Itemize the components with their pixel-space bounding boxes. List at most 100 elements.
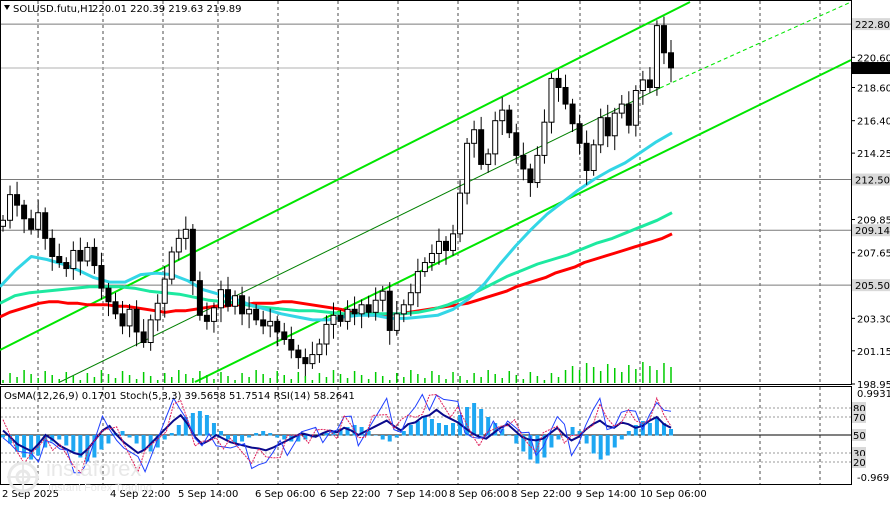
current-price-label: 219.89 — [855, 64, 890, 75]
ma-line-0 — [0, 232, 673, 319]
osma-bar-79 — [556, 435, 561, 440]
osma-bar-25 — [176, 425, 181, 436]
candle-body-84 — [590, 144, 597, 171]
brand-name: instaforex — [46, 456, 142, 481]
candle-body-73 — [513, 132, 520, 156]
osma-bar-30 — [211, 423, 216, 436]
osma-bar-63 — [443, 425, 448, 436]
level-label-0: 222.80 — [855, 20, 890, 31]
candle-body-21 — [147, 319, 154, 344]
candle-body-56 — [393, 313, 400, 331]
osma-bar-70 — [493, 423, 498, 436]
osma-bar-66 — [465, 407, 470, 436]
x-tick-label-3: 6 Sep 06:00 — [255, 489, 315, 500]
osma-bar-75 — [528, 435, 533, 460]
osma-bar-36 — [254, 433, 259, 436]
osma-bar-34 — [240, 435, 245, 442]
brand-tagline: Instant Forex Trading — [48, 482, 152, 494]
candle-body-20 — [140, 331, 147, 344]
osma-bar-37 — [261, 431, 266, 436]
candle-body-42 — [295, 349, 302, 359]
osma-bar-35 — [247, 435, 252, 438]
candle-body-43 — [302, 357, 309, 365]
osma-bar-28 — [197, 411, 202, 436]
price-tick-label-11: 201.15 — [857, 347, 890, 358]
candle-body-0 — [0, 219, 6, 227]
candle-body-74 — [520, 154, 527, 170]
candle-body-88 — [618, 103, 625, 114]
candle-body-63 — [442, 240, 449, 251]
rsi-line — [2, 408, 672, 456]
candle-body-23 — [161, 278, 168, 304]
osma-bar-53 — [373, 435, 378, 436]
price-tick-label-6: 209.85 — [857, 216, 890, 227]
osma-bar-73 — [514, 435, 519, 444]
x-tick-label-7: 8 Sep 22:00 — [511, 489, 571, 500]
osma-bar-32 — [226, 435, 231, 440]
osma-bar-23 — [162, 435, 167, 440]
candle-body-86 — [604, 117, 611, 137]
osma-bar-20 — [141, 435, 146, 450]
osma-bar-10 — [71, 435, 76, 452]
price-panel-frame — [0, 0, 852, 385]
osc-level-label-0: 80 — [853, 404, 866, 415]
candle-body-11 — [77, 249, 84, 262]
candle-body-52 — [365, 304, 372, 313]
candle-body-59 — [414, 271, 421, 294]
osma-bar-67 — [472, 403, 477, 436]
candle-body-62 — [435, 240, 442, 254]
candle-body-18 — [126, 308, 133, 327]
level-label-2: 212.50 — [855, 176, 890, 187]
symbol-label: SOLUSD.futu,H1 — [13, 4, 94, 15]
candle-body-55 — [386, 290, 393, 331]
osc-header-label: OsMA(12,26,9) 0.1701 Stoch(5,3,3) 39.565… — [4, 391, 355, 402]
osma-bar-14 — [99, 435, 104, 450]
candle-body-28 — [196, 280, 203, 316]
candle-body-66 — [464, 142, 471, 194]
candle-body-82 — [576, 123, 583, 144]
level-label-bg-2 — [852, 173, 890, 186]
x-tick-label-6: 8 Sep 06:00 — [449, 489, 509, 500]
osma-bar-87 — [612, 435, 617, 448]
osma-bar-68 — [479, 409, 484, 436]
x-tick-label-2: 5 Sep 14:00 — [178, 489, 238, 500]
candle-body-41 — [288, 338, 295, 351]
candle-body-31 — [217, 289, 224, 309]
candle-body-50 — [351, 308, 358, 315]
candle-body-8 — [56, 255, 63, 264]
candle-body-47 — [330, 314, 337, 325]
osma-bar-15 — [106, 435, 111, 444]
candle-body-13 — [91, 246, 98, 267]
candle-body-15 — [105, 287, 112, 303]
osma-bar-22 — [155, 435, 160, 448]
osma-bar-33 — [233, 435, 238, 444]
candle-body-83 — [583, 142, 590, 171]
channel-upper-line — [0, 1, 691, 351]
osma-bar-86 — [605, 435, 610, 456]
osma-bar-52 — [366, 431, 371, 436]
osma-bar-92 — [647, 423, 652, 436]
osma-bar-59 — [415, 421, 420, 436]
osc-level-bg-4 — [852, 456, 866, 468]
candle-body-48 — [337, 314, 344, 322]
candle-body-26 — [182, 228, 189, 239]
osma-bar-94 — [661, 423, 666, 436]
osc-tick-top: 0.9931 — [857, 389, 890, 400]
osma-bar-88 — [619, 435, 624, 440]
price-tick-label-12: 198.95 — [857, 380, 890, 391]
osma-bar-84 — [591, 435, 596, 454]
osma-bar-18 — [127, 435, 132, 438]
osma-bar-42 — [296, 435, 301, 442]
stoch-main-line — [2, 393, 672, 474]
osma-bar-57 — [401, 431, 406, 436]
osma-bar-62 — [436, 423, 441, 436]
candle-body-35 — [246, 308, 253, 315]
osma-bar-77 — [542, 435, 547, 458]
candle-body-81 — [569, 103, 576, 125]
osma-bar-27 — [190, 413, 195, 436]
level-label-bg-0 — [852, 18, 890, 31]
candle-body-49 — [344, 308, 351, 322]
osma-bar-13 — [92, 435, 97, 458]
osma-bar-51 — [359, 427, 364, 436]
